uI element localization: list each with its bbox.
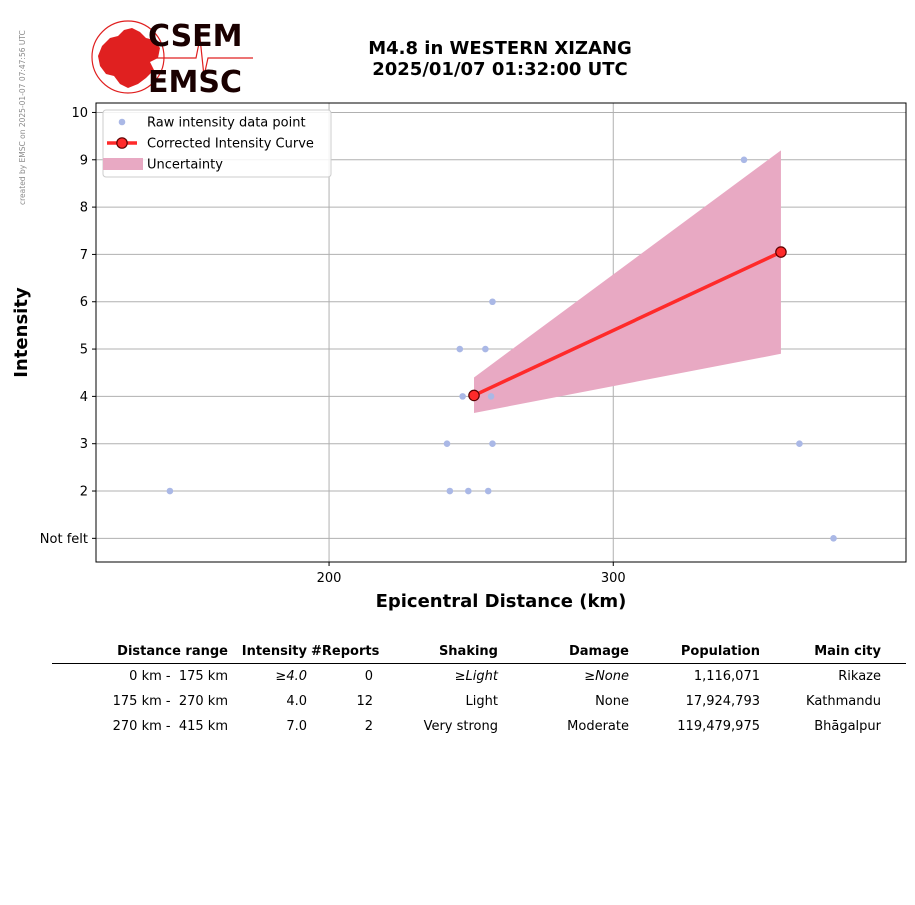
y-tick-label: 4: [80, 390, 88, 405]
y-tick-label: 7: [80, 248, 88, 263]
y-tick-label: 9: [80, 153, 88, 168]
legend-curve-marker: [116, 137, 128, 149]
table-cell: None: [595, 694, 629, 709]
raw-intensity-point: [459, 393, 466, 400]
intensity-table: Distance range Intensity #Reports Shaking Da…: [52, 640, 906, 739]
table-cell: 4.0: [286, 694, 307, 709]
table-row: 0 km - 175 km ≥4.0 0 ≥Light ≥None 1,116,071 Ri…: [52, 664, 906, 689]
y-tick-label: Not felt: [40, 532, 88, 547]
raw-intensity-point: [484, 487, 492, 495]
raw-intensity-point: [482, 345, 489, 353]
logo-seismogram: [150, 37, 253, 77]
y-axis-label: Intensity: [11, 287, 32, 378]
legend-raw-marker: [118, 118, 126, 126]
legend-box: [102, 109, 332, 178]
table-cell: 0: [364, 669, 373, 684]
table-cell: Very strong: [423, 719, 498, 734]
table-cell: Kathmandu: [806, 694, 881, 709]
table-cell: Moderate: [567, 719, 629, 734]
table-header-cell: Intensity: [241, 644, 307, 659]
logo-text-csem: CSEM: [148, 19, 243, 54]
table-header-cell: #Reports: [311, 644, 380, 659]
logo-globe-land: [98, 28, 160, 88]
curve-marker: [468, 389, 480, 402]
table-cell: 175 km - 270 km: [112, 694, 228, 709]
curve-marker: [775, 246, 787, 258]
raw-intensity-point: [830, 535, 837, 542]
table-cell: 270 km - 415 km: [112, 719, 228, 734]
legend-label: Raw intensity data point: [147, 116, 306, 131]
table-cell: Light: [465, 694, 498, 709]
table-row: 270 km - 415 km 7.0 2 Very strong Moderate 11…: [52, 714, 906, 739]
title-line-1: M4.8 in WESTERN XIZANG: [368, 38, 632, 59]
table-row: 175 km - 270 km 4.0 12 Light None 17,924,793 K…: [52, 689, 906, 714]
table-cell: 1,116,071: [693, 669, 760, 684]
table-cell: 17,924,793: [685, 694, 760, 709]
raw-intensity-point: [740, 156, 748, 164]
table-cell: 7.0: [286, 719, 307, 734]
raw-intensity-point: [796, 440, 803, 448]
raw-intensity-point: [487, 393, 495, 400]
table-header-cell: Distance range: [117, 644, 228, 659]
table-header-cell: Damage: [568, 644, 629, 659]
table-header-cell: Population: [680, 644, 760, 659]
uncertainty-band: [474, 150, 781, 413]
table-header-cell: Main city: [814, 644, 881, 659]
table-cell: ≥Light: [454, 669, 498, 684]
plot-frame: [95, 102, 907, 563]
table-cell: Rikaze: [838, 669, 881, 684]
table-cell: ≥None: [584, 669, 629, 684]
table-cell: 119,479,975: [677, 719, 760, 734]
title-line-2: 2025/01/07 01:32:00 UTC: [372, 59, 628, 80]
intensity-chart: Not felt 2 3 4 5 6 7 8 9 10 200 300 Epicentral Dista…: [11, 102, 907, 612]
raw-intensity-point: [166, 487, 174, 495]
table-cell: ≥4.0: [275, 669, 307, 684]
table-cell: 12: [356, 694, 373, 709]
corrected-intensity-curve: [473, 250, 782, 398]
x-tick-label: 300: [601, 571, 626, 586]
logo-text-emsc: EMSC: [148, 65, 242, 98]
y-tick-label: 3: [80, 437, 88, 452]
table-header-row: Distance range Intensity #Reports Shaking Da…: [52, 640, 906, 664]
y-tick-label: 2: [80, 485, 88, 500]
y-tick-label: 8: [80, 201, 88, 216]
x-axis-label: Epicentral Distance (km): [376, 591, 627, 612]
table-cell: Bhāgalpur: [814, 719, 881, 734]
table-header-cell: Shaking: [438, 644, 498, 659]
y-tick-label: 10: [71, 106, 88, 121]
raw-intensity-point: [446, 487, 454, 495]
y-tick-label: 5: [80, 343, 88, 358]
y-tick-label: 6: [80, 295, 88, 310]
table-cell: 2: [364, 719, 373, 734]
raw-intensity-point: [456, 345, 464, 353]
raw-intensity-point: [489, 298, 496, 306]
legend-label: Corrected Intensity Curve: [147, 137, 314, 152]
emsc-logo: CSEM EMSC: [91, 19, 253, 98]
legend-label: Uncertainty: [147, 158, 223, 173]
raw-intensity-point: [465, 487, 472, 495]
chart-title: M4.8 in WESTERN XIZANG 2025/01/07 01:32:…: [320, 38, 680, 80]
raw-intensity-point: [443, 440, 451, 448]
raw-intensity-point: [489, 440, 496, 448]
legend-band-swatch: [103, 158, 143, 170]
table-cell: 0 km - 175 km: [129, 669, 228, 684]
logo-globe-ring: [91, 20, 165, 94]
x-tick-label: 200: [317, 571, 342, 586]
